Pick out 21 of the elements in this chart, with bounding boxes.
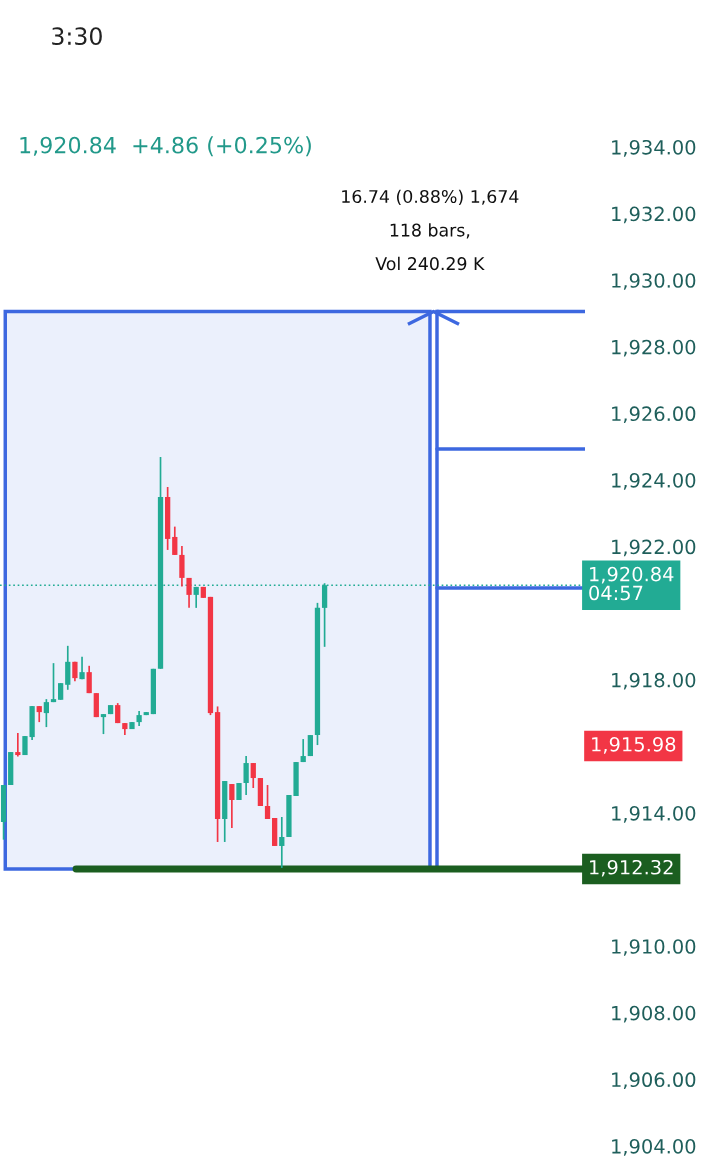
y-tick-label: 1,928.00	[612, 339, 696, 357]
y-tick-label: 1,930.00	[612, 273, 696, 290]
y-tick-label: 1,904.00	[612, 1138, 696, 1156]
y-tick-label: 1,910.00	[612, 939, 696, 956]
annotation: 118 bars,	[390, 223, 470, 239]
text: 1,915.98	[592, 736, 676, 754]
y-tick-label: 1,934.00	[612, 139, 696, 157]
y-tick-label: 1,924.00	[612, 472, 696, 490]
y-tick-label: 1,932.00	[612, 206, 696, 224]
y-tick-label: 1,914.00	[612, 805, 696, 823]
y-tick-label: 1,926.00	[612, 406, 696, 424]
y-tick-label: 1,906.00	[612, 1072, 696, 1090]
y-tick-label: 1,908.00	[612, 1005, 696, 1023]
y-tick-label: 1,918.00	[612, 672, 696, 690]
annotation: 1,920.84 +4.86 (+0.25%)	[20, 136, 311, 157]
ref-line-label: 1,912.32	[590, 859, 673, 877]
annotation: 16.74 (0.88%) 1,674	[342, 189, 519, 206]
ref-line-label: 1,920.84 04:57	[589, 566, 674, 601]
annotation: Vol 240.29 K	[375, 256, 485, 271]
y-tick-label: 1,922.00	[612, 539, 696, 557]
text: 3:30	[52, 27, 102, 46]
